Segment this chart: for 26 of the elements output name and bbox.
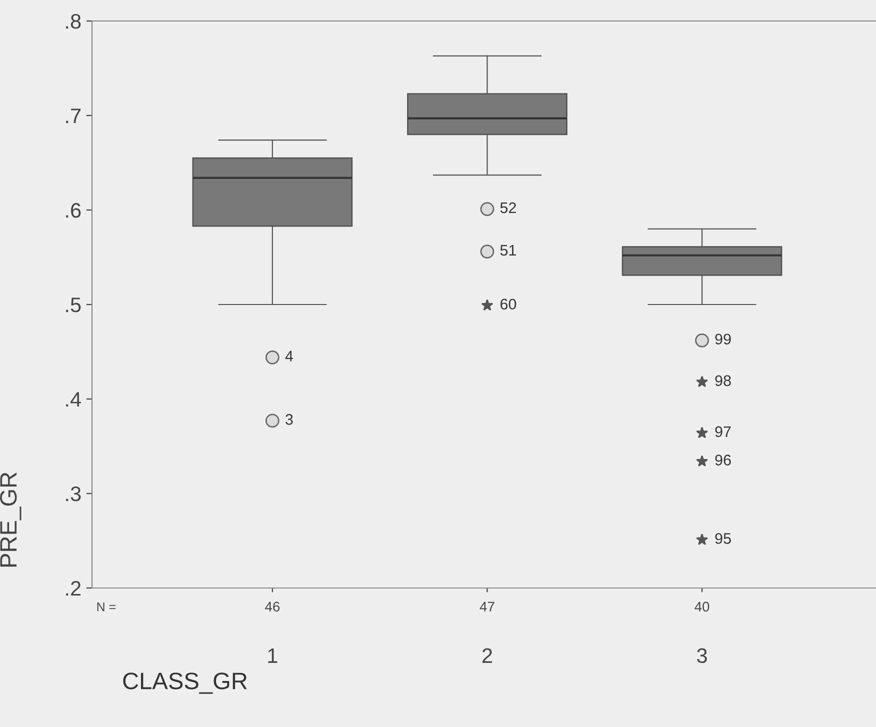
annotation: 60 bbox=[500, 298, 516, 310]
y-tick-label: .4 bbox=[66, 392, 81, 407]
annotation: 52 bbox=[500, 202, 516, 214]
y-tick-label: .8 bbox=[66, 14, 81, 29]
annotation: 4 bbox=[285, 350, 293, 362]
y-tick-label: .6 bbox=[66, 203, 81, 218]
text: 40 bbox=[694, 602, 710, 612]
text: 46 bbox=[265, 602, 280, 612]
x-tick-label: 1 bbox=[268, 648, 278, 663]
annotation: 98 bbox=[715, 375, 731, 386]
annotation: 99 bbox=[715, 334, 731, 345]
x-axis-title: CLASS_GR bbox=[123, 672, 247, 694]
text: 47 bbox=[480, 602, 494, 612]
annotation: 97 bbox=[715, 426, 731, 438]
annotation: 51 bbox=[500, 245, 516, 256]
x-tick-label: 2 bbox=[482, 648, 492, 663]
annotation: 96 bbox=[715, 454, 731, 466]
y-tick-label: .7 bbox=[66, 108, 81, 124]
text: N = bbox=[97, 602, 116, 612]
annotation: 3 bbox=[286, 414, 293, 425]
annotation: 95 bbox=[715, 533, 731, 544]
y-tick-label: .3 bbox=[66, 486, 81, 502]
y-tick-label: .2 bbox=[66, 581, 81, 596]
x-tick-label: 3 bbox=[697, 648, 707, 664]
y-axis-title: PRE_GR bbox=[0, 472, 22, 567]
y-tick-label: .5 bbox=[66, 298, 81, 312]
